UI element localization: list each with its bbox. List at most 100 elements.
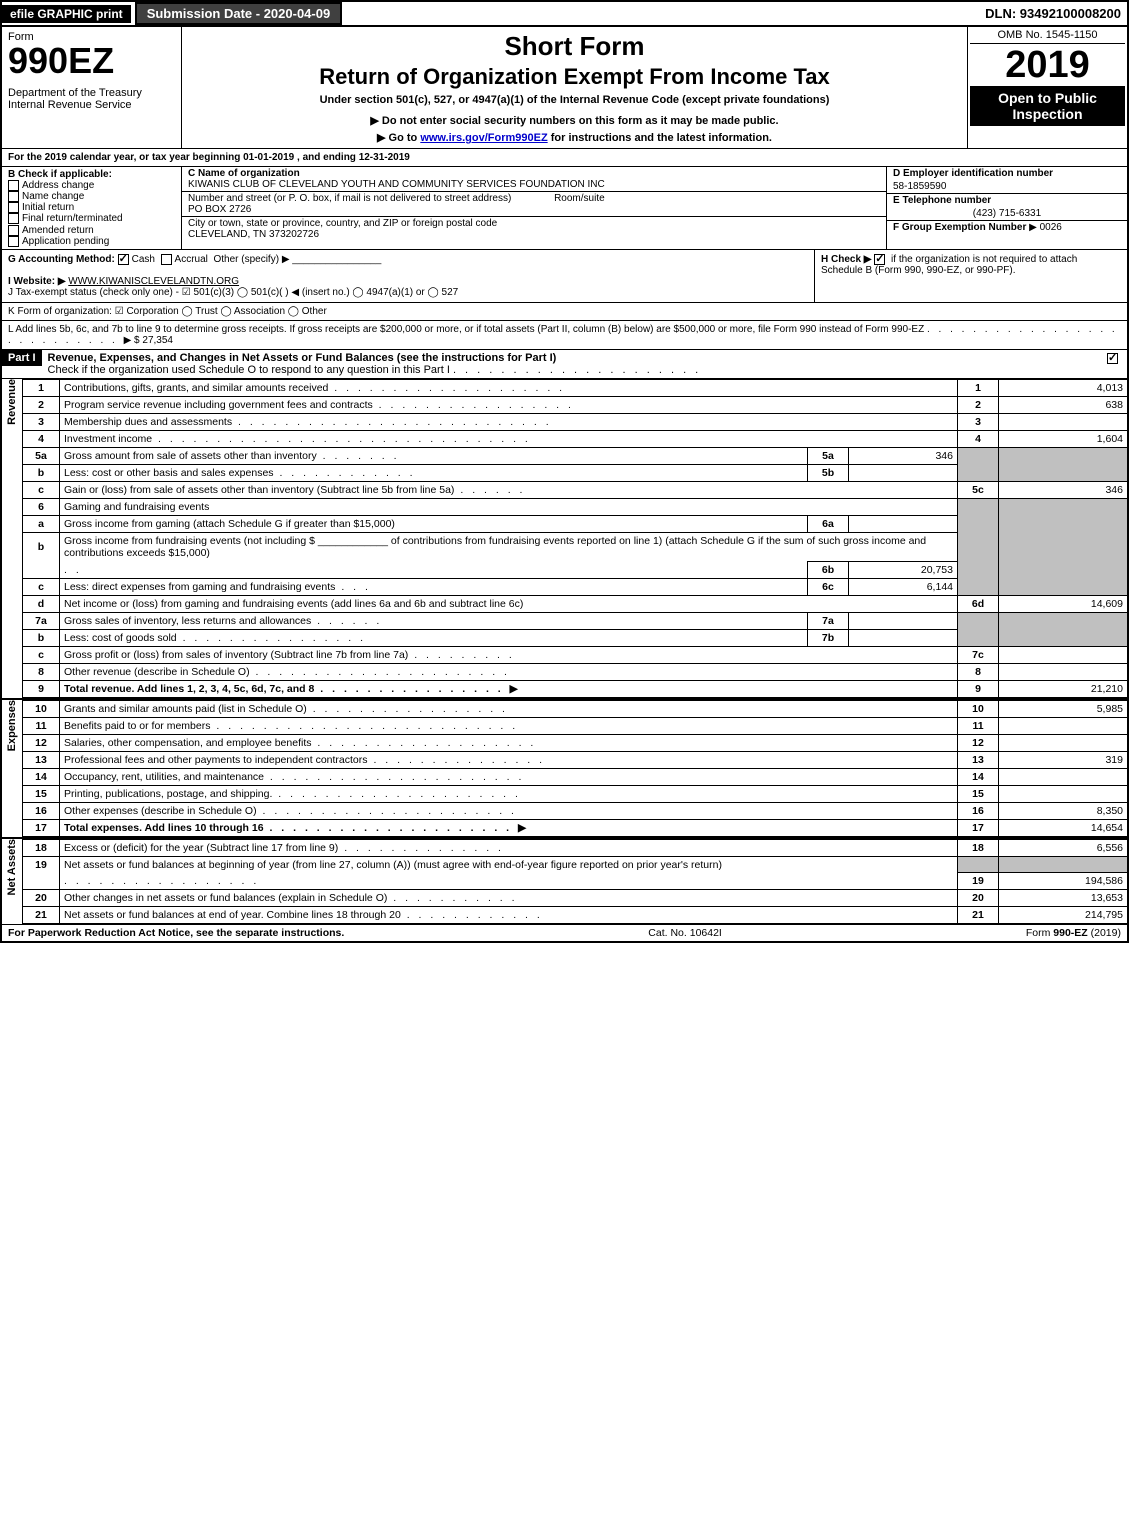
line-5a: 5a Gross amount from sale of assets othe…: [23, 447, 1127, 464]
accounting-label: G Accounting Method:: [8, 254, 115, 265]
form-of-org: K Form of organization: ☑ Corporation ◯ …: [8, 306, 327, 317]
col-b-title: B Check if applicable:: [8, 169, 175, 180]
paperwork-notice: For Paperwork Reduction Act Notice, see …: [8, 927, 344, 939]
other-specify: Other (specify) ▶: [213, 254, 289, 265]
irs-link[interactable]: www.irs.gov/Form990EZ: [420, 132, 547, 144]
check-name-change[interactable]: Name change: [8, 191, 175, 202]
header-left: Form 990EZ Department of the Treasury In…: [2, 27, 182, 148]
part1-title: Revenue, Expenses, and Changes in Net As…: [48, 352, 557, 364]
col-b: B Check if applicable: Address change Na…: [2, 167, 182, 249]
block-bcdef: B Check if applicable: Address change Na…: [2, 167, 1127, 250]
city-block: City or town, state or province, country…: [182, 217, 886, 241]
check-address-change[interactable]: Address change: [8, 180, 175, 191]
under-section: Under section 501(c), 527, or 4947(a)(1)…: [186, 94, 963, 106]
line-9: 9 Total revenue. Add lines 1, 2, 3, 4, 5…: [23, 680, 1127, 697]
check-initial-return[interactable]: Initial return: [8, 202, 175, 213]
check-accrual[interactable]: [161, 254, 172, 265]
line-17: 17 Total expenses. Add lines 10 through …: [23, 819, 1127, 836]
line-12: 12 Salaries, other compensation, and emp…: [23, 734, 1127, 751]
form-container: efile GRAPHIC print Submission Date - 20…: [0, 0, 1129, 943]
goto-post: for instructions and the latest informat…: [548, 132, 772, 144]
tax-year: 2019: [970, 46, 1125, 84]
line-20: 20 Other changes in net assets or fund b…: [23, 890, 1127, 907]
row-a-text: For the 2019 calendar year, or tax year …: [8, 152, 410, 163]
row-l-text: L Add lines 5b, 6c, and 7b to line 9 to …: [8, 324, 924, 335]
city-value: CLEVELAND, TN 373202726: [188, 229, 319, 240]
open-inspection: Open to Public Inspection: [970, 86, 1125, 126]
line-7a: 7a Gross sales of inventory, less return…: [23, 612, 1127, 629]
submission-date: Submission Date - 2020-04-09: [135, 2, 343, 25]
group-exemption-value: ▶ 0026: [1029, 222, 1062, 233]
line-6a: a Gross income from gaming (attach Sched…: [23, 515, 1127, 532]
revenue-table: 1 Contributions, gifts, grants, and simi…: [23, 379, 1127, 698]
line-5b: b Less: cost or other basis and sales ex…: [23, 464, 1127, 481]
header-center: Short Form Return of Organization Exempt…: [182, 27, 967, 148]
line-21: 21 Net assets or fund balances at end of…: [23, 907, 1127, 924]
check-amended-return[interactable]: Amended return: [8, 225, 175, 236]
line-2: 2 Program service revenue including gove…: [23, 396, 1127, 413]
tax-exempt-status: J Tax-exempt status (check only one) - ☑…: [8, 287, 458, 298]
dln-number: DLN: 93492100008200: [985, 6, 1127, 21]
part1-label: Part I: [2, 350, 42, 366]
form-header: Form 990EZ Department of the Treasury In…: [2, 27, 1127, 149]
revenue-sidebar: Revenue: [2, 379, 23, 698]
title-short-form: Short Form: [186, 31, 963, 62]
line-11: 11 Benefits paid to or for members . . .…: [23, 717, 1127, 734]
line-19a: 19 Net assets or fund balances at beginn…: [23, 856, 1127, 873]
org-name-label: C Name of organization: [188, 168, 300, 179]
street-block: Number and street (or P. O. box, if mail…: [182, 192, 886, 217]
line-7b: b Less: cost of goods sold . . . . . . .…: [23, 629, 1127, 646]
line-18: 18 Excess or (deficit) for the year (Sub…: [23, 839, 1127, 856]
efile-print-button[interactable]: efile GRAPHIC print: [2, 5, 131, 23]
phone-value: (423) 715-6331: [887, 207, 1127, 221]
netassets-table: 18 Excess or (deficit) for the year (Sub…: [23, 839, 1127, 925]
room-label: Room/suite: [554, 193, 605, 204]
part1-checkbox[interactable]: [1101, 350, 1127, 366]
line-15: 15 Printing, publications, postage, and …: [23, 785, 1127, 802]
street-label: Number and street (or P. O. box, if mail…: [188, 193, 511, 204]
goto-instructions: ▶ Go to www.irs.gov/Form990EZ for instru…: [186, 131, 963, 144]
line-6b: b Gross income from fundraising events (…: [23, 532, 1127, 561]
line-6c: c Less: direct expenses from gaming and …: [23, 578, 1127, 595]
row-g-h: G Accounting Method: Cash Accrual Other …: [2, 250, 1127, 303]
line-16: 16 Other expenses (describe in Schedule …: [23, 802, 1127, 819]
col-def: D Employer identification number 58-1859…: [887, 167, 1127, 249]
line-6b2: . . 6b 20,753: [23, 561, 1127, 578]
line-6d: d Net income or (loss) from gaming and f…: [23, 595, 1127, 612]
form-footer: For Paperwork Reduction Act Notice, see …: [2, 924, 1127, 941]
part1-title-wrap: Revenue, Expenses, and Changes in Net As…: [42, 350, 1101, 378]
irs-label: Internal Revenue Service: [8, 99, 175, 111]
check-application-pending[interactable]: Application pending: [8, 236, 175, 247]
ein-label: D Employer identification number: [887, 167, 1127, 180]
netassets-sidebar: Net Assets: [2, 839, 23, 925]
org-name-block: C Name of organization KIWANIS CLUB OF C…: [182, 167, 886, 192]
omb-number: OMB No. 1545-1150: [970, 29, 1125, 44]
line-13: 13 Professional fees and other payments …: [23, 751, 1127, 768]
department-label: Department of the Treasury: [8, 87, 175, 99]
line-19b: . . . . . . . . . . . . . . . . . 19 194…: [23, 873, 1127, 890]
ssn-warning: ▶ Do not enter social security numbers o…: [186, 114, 963, 127]
col-c: C Name of organization KIWANIS CLUB OF C…: [182, 167, 887, 249]
line-1: 1 Contributions, gifts, grants, and simi…: [23, 379, 1127, 396]
line-7c: c Gross profit or (loss) from sales of i…: [23, 646, 1127, 663]
row-h: H Check ▶ if the organization is not req…: [814, 250, 1127, 302]
revenue-section: Revenue 1 Contributions, gifts, grants, …: [2, 379, 1127, 698]
ein-value: 58-1859590: [887, 180, 1127, 194]
website-value[interactable]: WWW.KIWANISCLEVELANDTN.ORG: [68, 276, 239, 287]
h-label: H Check ▶: [821, 254, 871, 265]
line-8: 8 Other revenue (describe in Schedule O)…: [23, 663, 1127, 680]
check-schedule-b[interactable]: [874, 254, 885, 265]
header-right: OMB No. 1545-1150 2019 Open to Public In…: [967, 27, 1127, 148]
check-final-return[interactable]: Final return/terminated: [8, 213, 175, 224]
cat-no: Cat. No. 10642I: [648, 927, 722, 939]
line-14: 14 Occupancy, rent, utilities, and maint…: [23, 768, 1127, 785]
expenses-section: Expenses 10 Grants and similar amounts p…: [2, 698, 1127, 837]
website-label: I Website: ▶: [8, 276, 66, 287]
org-name: KIWANIS CLUB OF CLEVELAND YOUTH AND COMM…: [188, 179, 605, 190]
form-version: Form 990-EZ (2019): [1026, 927, 1121, 939]
check-cash[interactable]: [118, 254, 129, 265]
form-number: 990EZ: [8, 43, 175, 79]
line-6: 6 Gaming and fundraising events: [23, 498, 1127, 515]
line-3: 3 Membership dues and assessments . . . …: [23, 413, 1127, 430]
expenses-table: 10 Grants and similar amounts paid (list…: [23, 700, 1127, 837]
